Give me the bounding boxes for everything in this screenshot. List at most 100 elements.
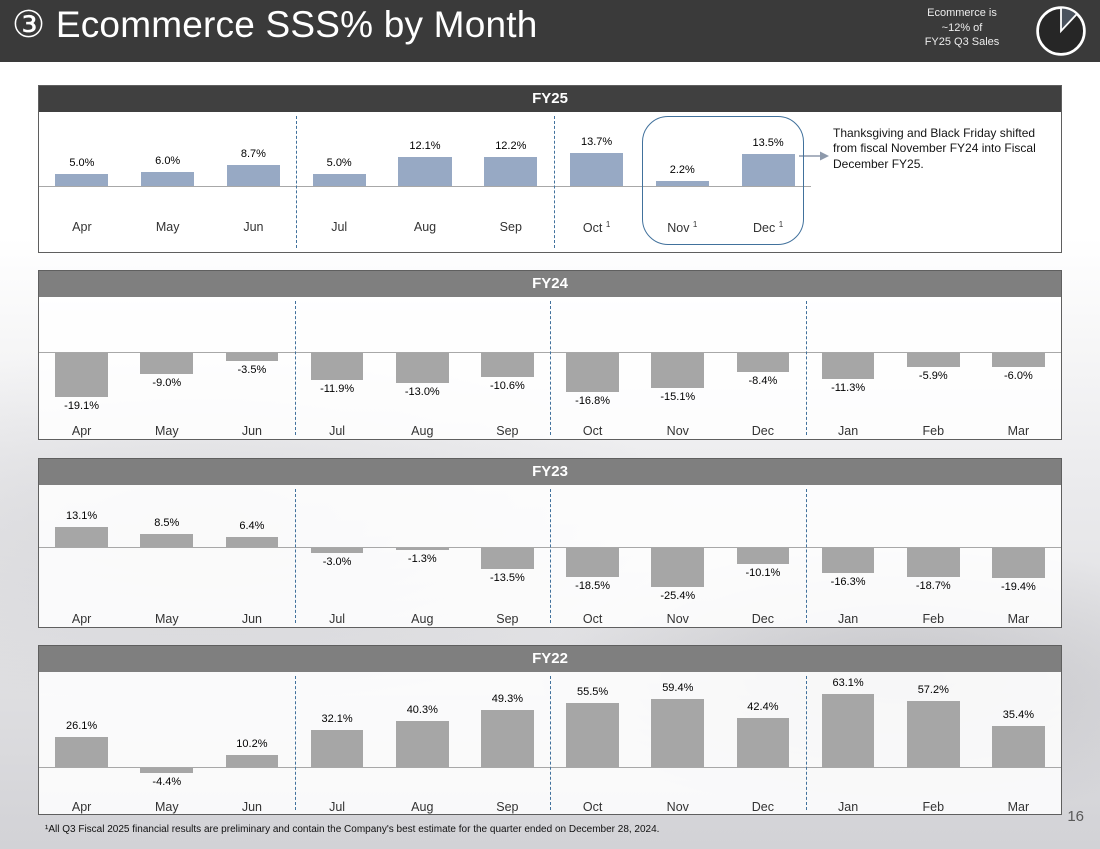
bar-feb <box>906 353 960 367</box>
bar-sep <box>484 156 538 186</box>
axis-zero-line <box>39 186 811 187</box>
month-label: Dec <box>751 424 774 438</box>
value-label: 2.2% <box>669 163 695 176</box>
slide-header: ③ Ecommerce SSS% by Month Ecommerce is ~… <box>0 0 1100 62</box>
value-label: -18.7% <box>915 580 951 592</box>
value-label: -11.3% <box>831 382 866 394</box>
bar-apr <box>55 353 108 397</box>
value-label: -10.6% <box>489 380 525 393</box>
month-label: Sep <box>499 220 522 234</box>
bar-may <box>141 171 195 186</box>
month-label: Jan <box>838 424 859 438</box>
panel-fy22-title: FY22 <box>39 646 1061 672</box>
value-label: -9.0% <box>152 376 182 389</box>
bar-oct <box>566 548 619 577</box>
quarter-separator <box>294 489 296 623</box>
footnote: ¹All Q3 Fiscal 2025 financial results ar… <box>45 824 660 835</box>
value-label: -11.9% <box>320 383 355 396</box>
value-label: -4.4% <box>152 776 182 789</box>
month-label: Apr <box>71 800 92 814</box>
value-label: 13.7% <box>580 136 613 149</box>
month-label: Jun <box>241 800 262 814</box>
month-label: Feb <box>922 424 945 438</box>
bar-aug <box>395 548 449 550</box>
quarter-separator <box>805 676 807 810</box>
value-label: 63.1% <box>832 677 864 690</box>
value-label: 12.2% <box>495 139 527 152</box>
value-label: -5.9% <box>918 369 948 382</box>
month-label: Jul <box>329 424 346 438</box>
panel-fy24: FY24 -19.1% Apr -9.0% May -3.5% Jun -11.9% Jul -… <box>38 270 1062 440</box>
month-label: Sep <box>496 424 519 438</box>
corner-note-line-2: ~12% of <box>941 21 983 34</box>
panel-fy23-plot: 13.1% Apr 8.5% May 6.4% Jun -3.0% Jul -1.3% Aug -1… <box>39 485 1061 627</box>
month-label: Oct <box>582 800 603 814</box>
value-label: -18.5% <box>575 579 611 592</box>
value-label: 5.0% <box>326 157 352 169</box>
value-label: 26.1% <box>65 720 98 732</box>
panel-fy25-plot: Thanksgiving and Black Friday shifted fr… <box>39 112 1061 252</box>
panel-fy24-plot: -19.1% Apr -9.0% May -3.5% Jun -11.9% Jul -13.0%… <box>39 297 1061 439</box>
bar-jan <box>821 694 875 767</box>
value-label: 12.1% <box>409 140 441 152</box>
quarter-separator <box>550 676 551 810</box>
quarter-separator <box>805 301 807 435</box>
month-label: Oct <box>582 612 603 626</box>
value-label: -6.0% <box>1004 369 1033 382</box>
value-label: -16.3% <box>830 576 866 589</box>
month-label: Feb <box>922 612 945 626</box>
value-label: 8.5% <box>154 516 180 529</box>
bar-mar <box>992 726 1045 767</box>
bar-aug <box>398 157 452 186</box>
bar-feb <box>906 701 960 767</box>
quarter-separator <box>550 489 551 623</box>
month-label: May <box>154 424 179 438</box>
panel-fy24-title: FY24 <box>39 271 1061 297</box>
value-label: 10.2% <box>236 738 268 751</box>
bar-sep <box>481 548 534 569</box>
bar-sep <box>481 353 534 378</box>
month-label: Nov <box>666 612 689 626</box>
month-label: Feb <box>922 800 945 814</box>
month-label: Mar <box>1007 424 1030 438</box>
month-label: Jul <box>329 612 346 626</box>
month-label: May <box>155 220 180 234</box>
month-label: Aug <box>413 220 437 234</box>
value-label: -10.1% <box>745 566 781 579</box>
bar-aug <box>395 720 449 767</box>
value-label: -19.4% <box>1000 581 1036 594</box>
month-label: Sep <box>496 800 519 814</box>
value-label: 35.4% <box>1002 709 1034 722</box>
month-label: Sep <box>496 612 519 626</box>
value-label: -1.3% <box>407 553 437 565</box>
quarter-separator <box>296 116 298 248</box>
month-label: May <box>154 612 179 626</box>
month-label: Aug <box>411 800 434 814</box>
quarter-separator <box>550 301 551 435</box>
highlight-outline <box>642 116 804 245</box>
bar-oct <box>566 353 619 392</box>
quarter-separator <box>553 116 555 248</box>
month-label: Jun <box>241 424 262 438</box>
bar-oct <box>566 703 619 767</box>
month-label: May <box>154 800 179 814</box>
month-label: Dec <box>751 612 774 626</box>
value-label: 49.3% <box>491 693 523 706</box>
month-label: Dec 1 <box>753 220 784 236</box>
value-label: 6.4% <box>239 520 265 533</box>
bar-apr <box>55 174 109 186</box>
quarter-separator <box>294 676 296 810</box>
quarter-separator <box>805 489 807 623</box>
annotation-text: Thanksgiving and Black Friday shifted fr… <box>833 126 1036 171</box>
value-label: 40.3% <box>406 703 438 716</box>
month-label: Apr <box>72 220 92 234</box>
corner-note-line-1: Ecommerce is <box>927 7 997 19</box>
value-label: -13.0% <box>404 385 440 398</box>
month-label: Dec <box>751 800 774 814</box>
corner-note: Ecommerce is ~12% of FY25 Q3 Sales <box>906 6 1018 50</box>
panel-fy22-plot: 26.1% Apr -4.4% May 10.2% Jun 32.1% Jul 40.3% Aug… <box>39 672 1061 814</box>
value-label: 59.4% <box>662 681 694 694</box>
quarter-separator <box>294 301 296 435</box>
bar-nov <box>651 353 705 388</box>
